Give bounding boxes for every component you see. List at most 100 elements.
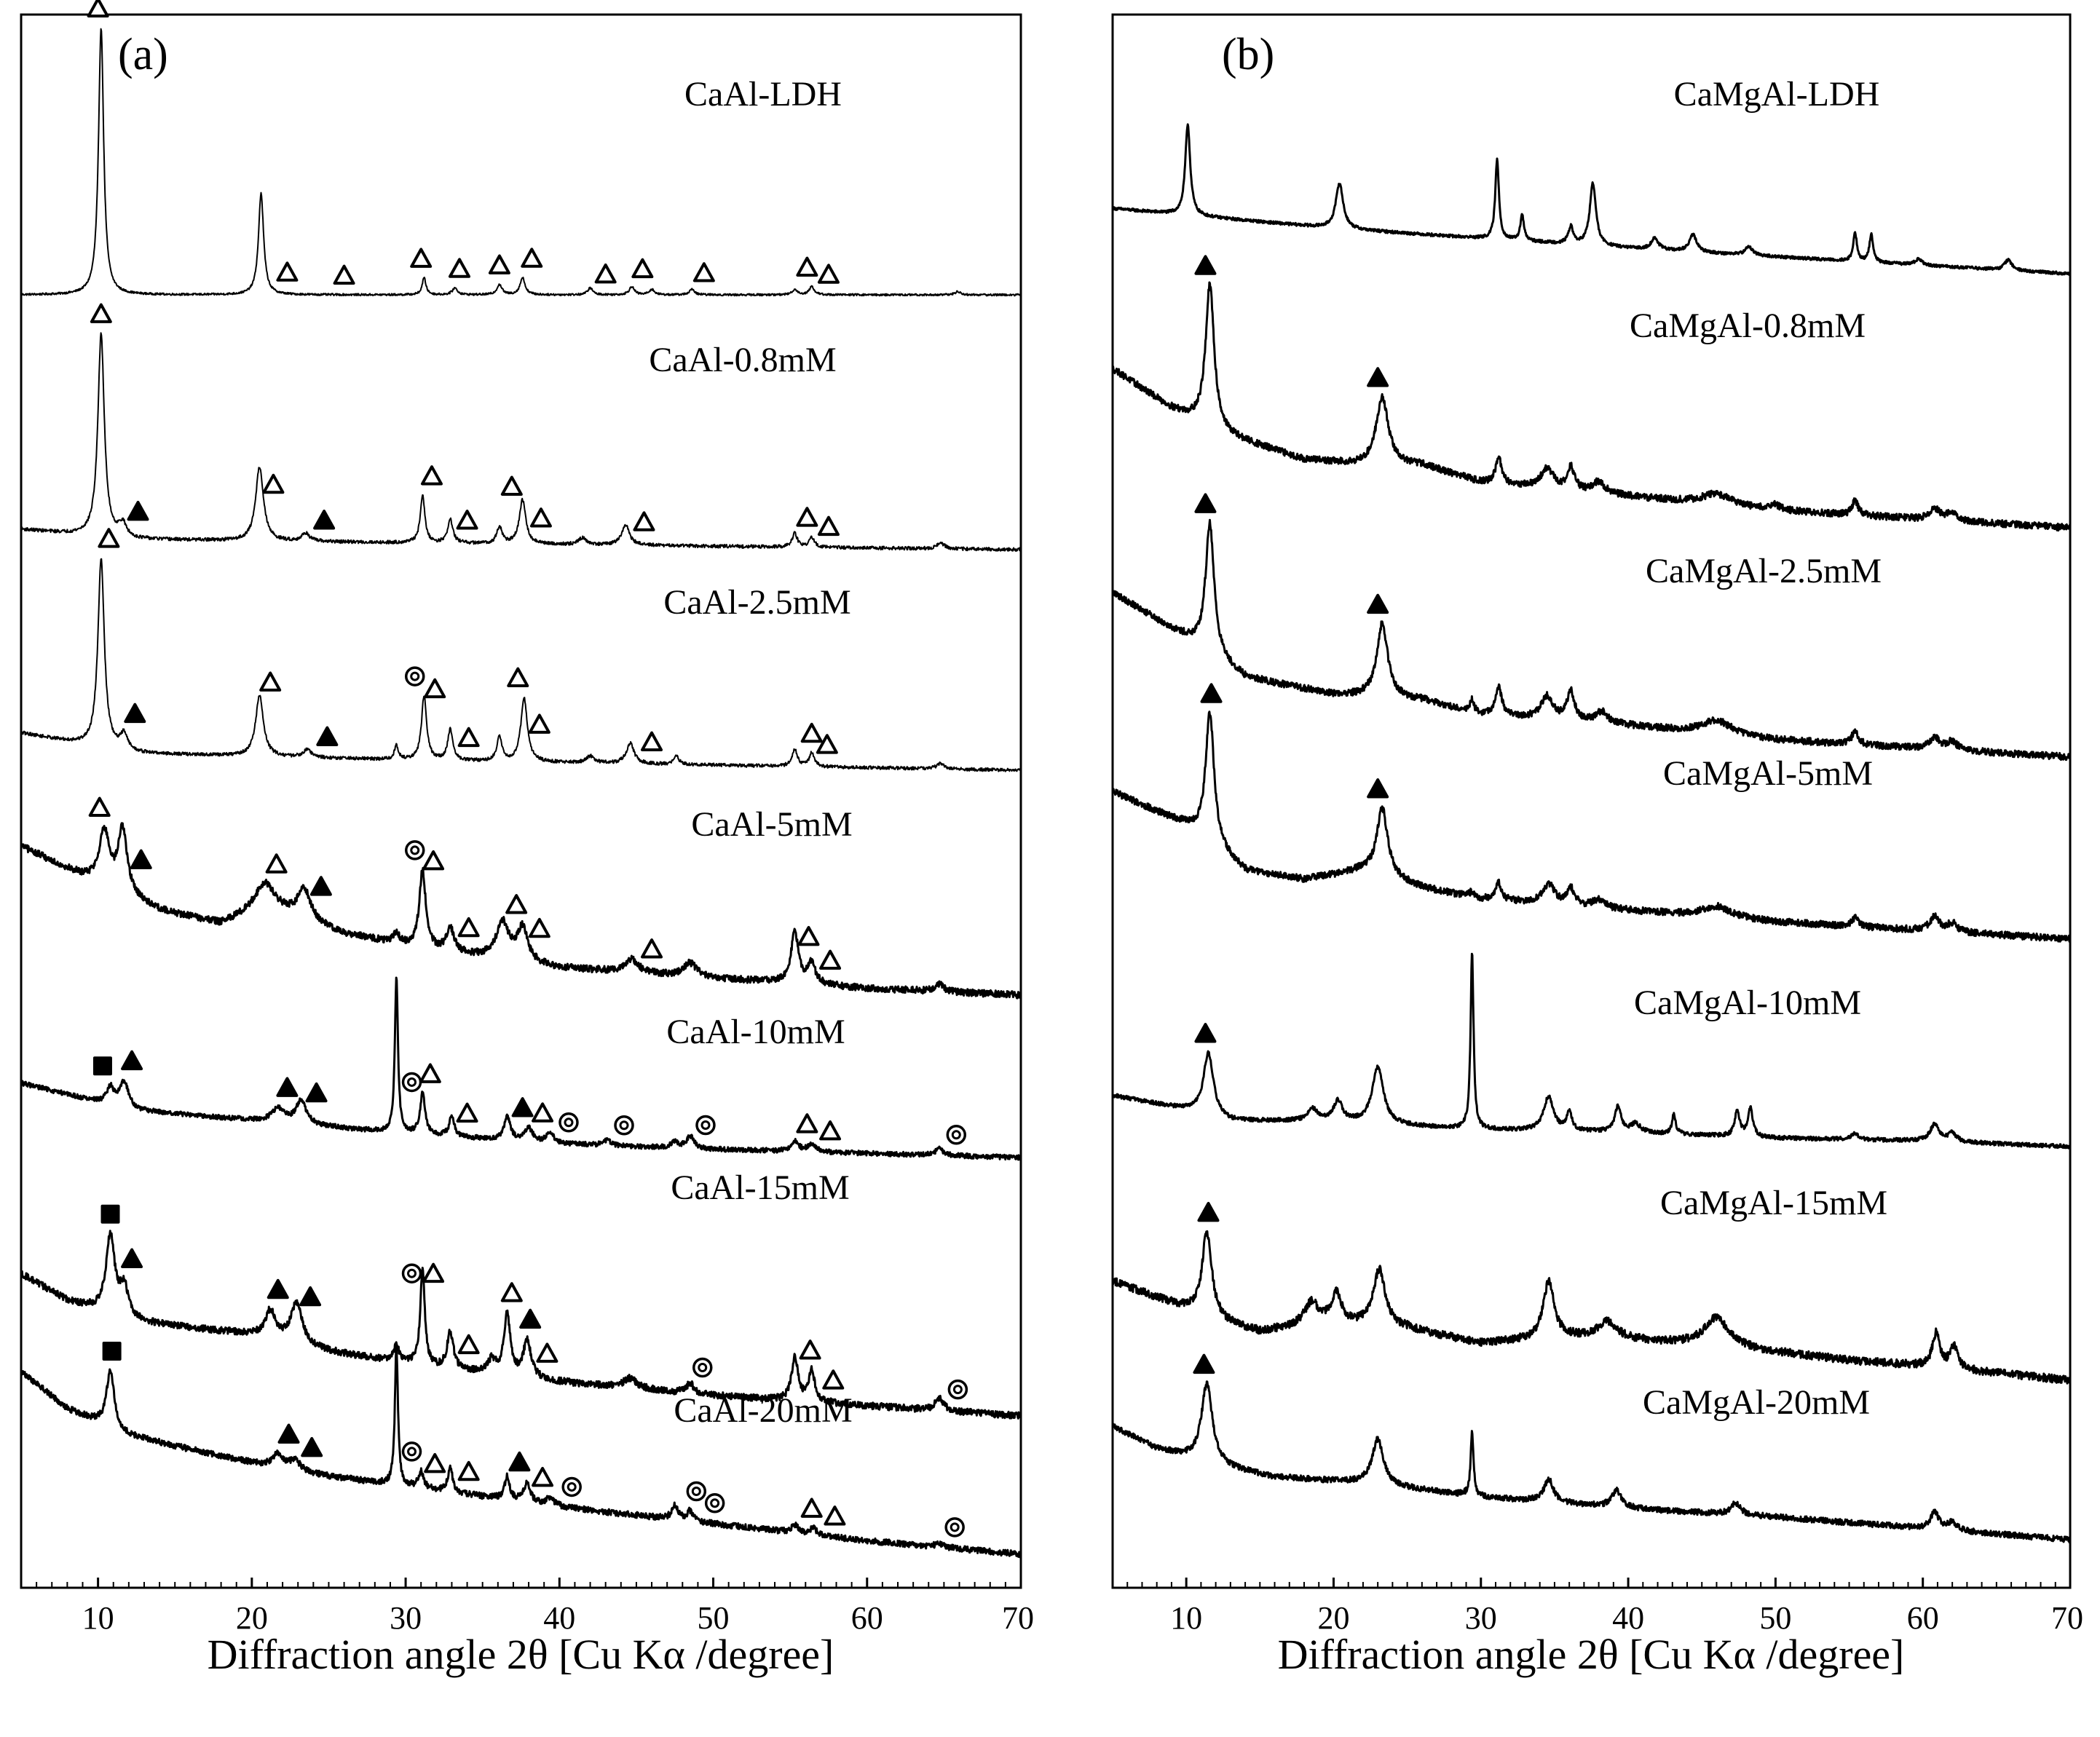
tick-label-60: 60 [1907,1600,1939,1636]
open-triangle-marker-caal-20mm-5 [457,1460,480,1481]
filled-triangle-marker-camgal-10mm-0 [1194,1023,1217,1043]
open-triangle-marker-caal-15mm-6 [457,1334,480,1355]
filled-triangle-marker-caal-15mm-8 [519,1308,542,1329]
tick-label-70: 70 [1002,1600,1034,1636]
open-triangle-marker-caal-15mm-7 [500,1282,523,1302]
filled-triangle-marker-camgal-5mm-1 [1367,778,1389,799]
series-label-camgal-15mm: CaMgAl-15mM [1660,1184,1887,1222]
open-triangle-marker-caal-2-5mm-9 [641,731,663,752]
open-triangle-marker-caal-ldh-5 [488,254,510,274]
series-label-caal-0-8mm: CaAl-0.8mM [649,341,836,379]
tick-label-10: 10 [82,1600,114,1636]
trace-camgal-15mm [1111,1230,2071,1385]
open-triangle-marker-caal-10mm-6 [456,1102,478,1123]
open-triangle-marker-caal-0-8mm-2 [262,473,285,494]
open-triangle-marker-caal-ldh-10 [796,256,818,277]
series-label-camgal-ldh: CaMgAl-LDH [1674,75,1880,114]
tick-label-40: 40 [543,1600,575,1636]
filled-triangle-marker-camgal-20mm-0 [1193,1353,1215,1374]
panel-a-series-labels: CaAl-LDH CaAl-0.8mM CaAl-2.5mM CaAl-5mM CaAl… [649,75,852,1430]
panel-b-traces [1111,123,2072,1544]
tick-label-60: 60 [851,1600,883,1636]
open-triangle-marker-caal-ldh-0 [87,0,109,17]
series-label-caal-5mm: CaAl-5mM [691,805,852,844]
filled-square-marker-caal-15mm-0 [100,1204,120,1224]
panel-b: (b) CaMgAl-LDHCaMgAl-0.8mMCaMgAl-2.5mMCa… [1111,13,2083,1678]
filled-triangle-marker-camgal-0-8mm-1 [1367,367,1389,387]
open-triangle-marker-caal-5mm-6 [457,917,480,938]
trace-camgal-2-5mm [1111,518,2072,761]
open-triangle-marker-caal-10mm-8 [532,1102,554,1123]
open-triangle-marker-caal-10mm-13 [819,1120,842,1141]
open-triangle-marker-caal-20mm-11 [800,1497,823,1518]
open-triangle-marker-caal-5mm-5 [422,850,445,871]
panel-b-x-axis: 10 20 30 40 50 60 70 [1112,1578,2083,1636]
trace-caal-15mm [20,1230,1022,1420]
open-triangle-marker-caal-15mm-12 [822,1369,845,1390]
open-triangle-marker-caal-5mm-0 [88,796,111,818]
tick-label-50: 50 [698,1600,730,1636]
open-triangle-marker-caal-15mm-5 [422,1262,445,1283]
open-triangle-marker-caal-ldh-7 [594,263,617,284]
open-triangle-marker-caal-20mm-12 [824,1505,846,1526]
series-label-camgal-20mm: CaMgAl-20mM [1643,1383,1870,1422]
open-triangle-marker-caal-10mm-12 [796,1113,818,1133]
open-triangle-marker-caal-20mm-4 [424,1453,446,1473]
filled-triangle-marker-caal-20mm-1 [277,1423,300,1444]
open-triangle-marker-caal-2-5mm-10 [800,722,823,743]
filled-triangle-marker-caal-15mm-1 [121,1248,143,1269]
open-triangle-marker-caal-2-5mm-8 [528,713,550,734]
double-circle-marker-caal-10mm-14 [946,1125,967,1145]
tick-label-20: 20 [236,1600,268,1636]
trace-camgal-5mm [1111,711,2072,943]
panel-a-label: (a) [118,30,168,79]
open-triangle-marker-caal-0-8mm-7 [529,507,552,528]
double-circle-marker-caal-20mm-9 [686,1481,707,1502]
double-circle-marker-caal-20mm-10 [704,1493,725,1514]
open-triangle-marker-caal-5mm-8 [528,917,550,938]
filled-triangle-marker-caal-0-8mm-3 [313,510,336,530]
series-label-camgal-0-8mm: CaMgAl-0.8mM [1630,306,1866,345]
tick-label-70: 70 [2051,1600,2083,1636]
panel-b-frame [1111,13,2072,1589]
trace-caal-20mm [20,1343,1022,1559]
trace-caal-0-8mm [20,332,1021,552]
open-triangle-marker-caal-5mm-9 [641,938,663,959]
tick-label-20: 20 [1317,1600,1349,1636]
filled-triangle-marker-caal-2-5mm-3 [316,726,339,746]
panel-a: (a) CaAl-LDH CaAl-0.8mM CaAl-2.5mM CaAl-5mM… [20,0,1034,1678]
trace-camgal-20mm [1112,1380,2071,1544]
double-circle-marker-caal-20mm-13 [944,1517,965,1538]
filled-triangle-marker-caal-2-5mm-1 [124,703,146,724]
double-circle-marker-caal-10mm-11 [695,1115,716,1136]
panel-b-x-axis-title: Diffraction angle 2θ [Cu Kα /degree] [1278,1631,1905,1678]
filled-triangle-marker-camgal-15mm-0 [1197,1201,1220,1222]
open-triangle-marker-caal-ldh-2 [333,264,355,285]
filled-square-marker-caal-10mm-0 [92,1056,112,1076]
open-triangle-marker-caal-0-8mm-10 [817,515,840,537]
double-circle-marker-caal-20mm-3 [401,1441,422,1462]
open-triangle-marker-caal-5mm-2 [265,853,288,874]
filled-triangle-marker-camgal-0-8mm-0 [1194,255,1217,275]
open-triangle-marker-caal-2-5mm-2 [259,671,282,692]
trace-caal-2-5mm [20,558,1022,772]
panel-a-markers [87,0,968,1538]
open-triangle-marker-caal-2-5mm-7 [507,667,529,687]
open-triangle-marker-caal-ldh-8 [631,258,654,279]
trace-camgal-10mm [1111,952,2071,1150]
double-circle-marker-caal-5mm-4 [405,840,425,860]
filled-triangle-marker-caal-10mm-2 [276,1077,299,1097]
filled-triangle-marker-caal-5mm-3 [309,876,332,896]
trace-camgal-0-8mm [1112,281,2072,532]
panel-b-label: (b) [1222,30,1274,79]
trace-caal-5mm [20,822,1022,1000]
open-triangle-marker-caal-ldh-1 [276,261,299,282]
open-triangle-marker-caal-0-8mm-8 [633,511,655,531]
double-circle-marker-caal-15mm-13 [947,1379,968,1400]
open-triangle-marker-caal-0-8mm-9 [796,507,818,527]
open-triangle-marker-caal-20mm-7 [532,1466,554,1487]
open-triangle-marker-caal-ldh-6 [521,248,543,268]
filled-triangle-marker-caal-10mm-7 [511,1097,534,1117]
open-triangle-marker-caal-ldh-11 [817,264,840,284]
tick-label-40: 40 [1612,1600,1644,1636]
